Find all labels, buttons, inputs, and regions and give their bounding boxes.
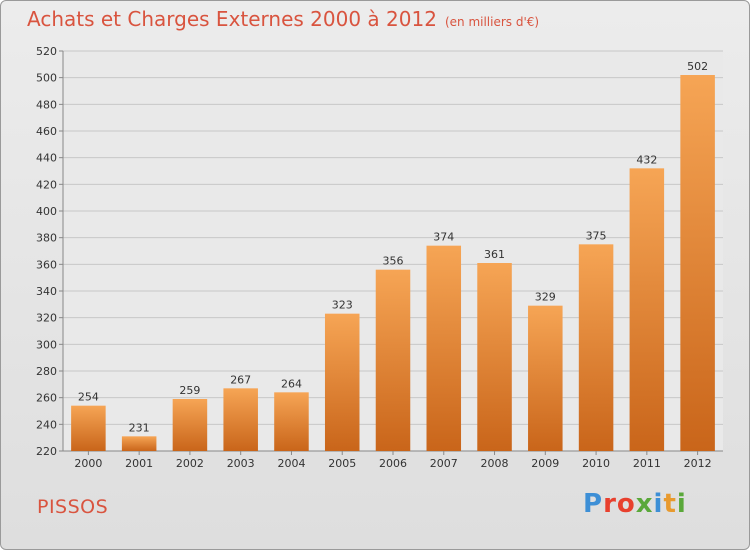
value-label-2007: 374 — [433, 231, 454, 244]
town-name: PISSOS — [37, 496, 109, 518]
bar-2010 — [578, 244, 614, 451]
x-tick-label-2005: 2005 — [328, 457, 356, 470]
value-label-2006: 356 — [383, 255, 404, 268]
y-tick-label: 320 — [36, 312, 57, 325]
y-tick-label: 460 — [36, 125, 57, 138]
y-tick-label: 520 — [36, 45, 57, 58]
y-tick-label: 220 — [36, 445, 57, 458]
value-label-2002: 259 — [179, 384, 200, 397]
bar-2012 — [680, 75, 715, 451]
y-tick-label: 340 — [36, 285, 57, 298]
bar-2000 — [71, 405, 106, 451]
value-label-2001: 231 — [129, 421, 150, 434]
chart-subtitle: (en milliers d'€) — [444, 15, 540, 29]
x-tick-label-2004: 2004 — [277, 457, 305, 470]
bar-2011 — [629, 168, 665, 452]
x-tick-label-2007: 2007 — [430, 457, 458, 470]
logo-letter: o — [616, 489, 636, 519]
y-tick-label: 300 — [36, 338, 57, 351]
bar-2001 — [121, 436, 157, 451]
chart-title: Achats et Charges Externes 2000 à 2012 (e… — [27, 7, 539, 31]
proxiti-logo[interactable]: Proxiti — [583, 489, 687, 519]
y-tick-label: 280 — [36, 365, 57, 378]
bar-2005 — [324, 313, 360, 451]
x-tick-label-2009: 2009 — [531, 457, 559, 470]
bar-2006 — [375, 269, 411, 451]
y-tick-label: 260 — [36, 392, 57, 405]
x-tick-label-2012: 2012 — [684, 457, 712, 470]
y-tick-label: 420 — [36, 178, 57, 191]
logo-letter: x — [635, 489, 654, 519]
logo-letter: r — [603, 489, 617, 519]
bar-2009 — [528, 305, 563, 451]
x-tick-label-2001: 2001 — [125, 457, 153, 470]
value-label-2000: 254 — [78, 391, 99, 404]
value-label-2011: 432 — [636, 153, 657, 166]
value-label-2005: 323 — [332, 299, 353, 312]
y-tick-label: 400 — [36, 205, 57, 218]
value-label-2010: 375 — [586, 229, 607, 242]
y-tick-label: 440 — [36, 152, 57, 165]
value-label-2004: 264 — [281, 377, 302, 390]
bar-2008 — [477, 263, 512, 451]
logo-letter: i — [653, 489, 664, 519]
y-tick-label: 500 — [36, 72, 57, 85]
bar-2002 — [172, 399, 208, 451]
y-tick-label: 360 — [36, 258, 57, 271]
x-tick-label-2010: 2010 — [582, 457, 610, 470]
chart-title-text: Achats et Charges Externes 2000 à 2012 — [27, 7, 437, 31]
logo-letter: i — [676, 489, 687, 519]
value-label-2003: 267 — [230, 373, 251, 386]
bar-2004 — [274, 392, 309, 451]
value-label-2009: 329 — [535, 291, 556, 304]
bar-2007 — [426, 245, 462, 451]
x-tick-label-2006: 2006 — [379, 457, 407, 470]
logo-letter: P — [583, 489, 604, 519]
logo-letter: t — [663, 489, 677, 519]
y-tick-label: 480 — [36, 98, 57, 111]
y-tick-label: 380 — [36, 232, 57, 245]
x-tick-label-2011: 2011 — [633, 457, 661, 470]
y-tick-label: 240 — [36, 418, 57, 431]
x-tick-label-2002: 2002 — [176, 457, 204, 470]
x-tick-label-2003: 2003 — [227, 457, 255, 470]
x-tick-label-2000: 2000 — [74, 457, 102, 470]
bar-2003 — [223, 388, 258, 451]
x-tick-label-2008: 2008 — [481, 457, 509, 470]
value-label-2008: 361 — [484, 248, 505, 261]
value-label-2012: 502 — [687, 60, 708, 73]
